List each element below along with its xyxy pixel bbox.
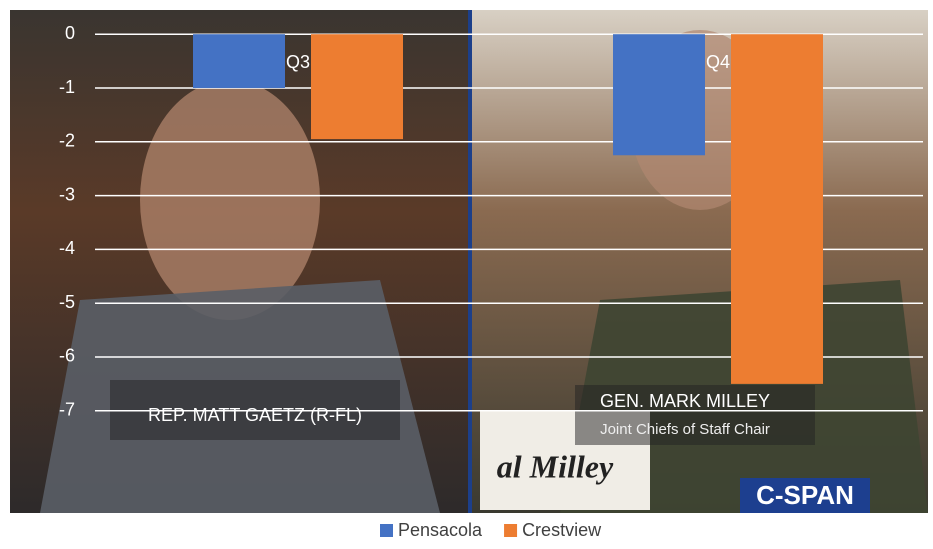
bar <box>311 34 403 140</box>
y-tick-label: -3 <box>59 184 75 204</box>
x-tick-label: Q3 <box>286 52 310 72</box>
y-tick-label: -6 <box>59 346 75 366</box>
bar <box>613 34 705 156</box>
caption: Joint Chiefs of Staff Chair <box>600 421 770 438</box>
x-tick-label: Q4 <box>706 52 730 72</box>
legend-label: Pensacola <box>398 520 483 540</box>
y-tick-label: -4 <box>59 238 75 258</box>
nameplate: al Milley <box>497 448 614 484</box>
y-tick-label: -2 <box>59 131 75 151</box>
y-tick-label: -1 <box>59 77 75 97</box>
legend-label: Crestview <box>522 520 602 540</box>
y-tick-label: -5 <box>59 292 75 312</box>
y-tick-label: 0 <box>65 23 75 43</box>
bar <box>193 34 285 89</box>
bar <box>731 34 823 384</box>
logo: C-SPAN <box>756 480 854 510</box>
legend-swatch <box>504 524 518 537</box>
caption: REP. MATT GAETZ (R-FL) <box>148 405 362 425</box>
y-tick-label: -7 <box>59 400 75 420</box>
legend-swatch <box>380 524 393 537</box>
caption: GEN. MARK MILLEY <box>600 391 770 411</box>
